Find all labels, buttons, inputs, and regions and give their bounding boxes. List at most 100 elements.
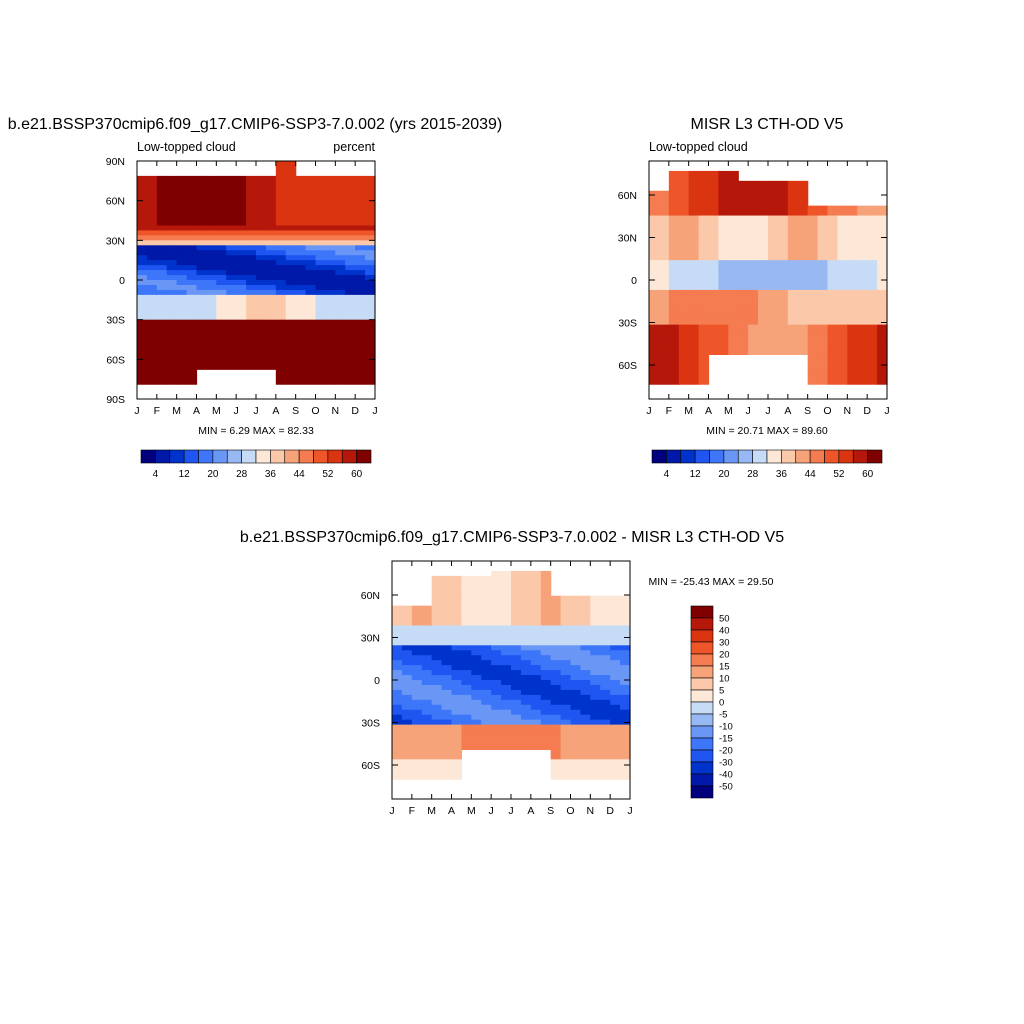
- field-cell: [146, 369, 158, 375]
- field-cell: [867, 299, 878, 306]
- field-cell: [325, 200, 336, 207]
- field-cell: [698, 250, 710, 256]
- field-cell: [226, 280, 237, 286]
- field-cell: [176, 314, 188, 321]
- colorbar-swatch: [690, 713, 714, 727]
- field-cell: [431, 645, 443, 651]
- field-cell: [355, 329, 366, 336]
- field-cell: [738, 200, 749, 207]
- field-cell: [738, 210, 749, 217]
- field-cell: [137, 195, 148, 202]
- field-cell: [137, 374, 148, 380]
- field-cell: [137, 190, 148, 197]
- field-cell: [570, 625, 582, 632]
- field-cell: [392, 759, 403, 765]
- field-cell: [295, 180, 307, 187]
- field-cell: [590, 704, 601, 711]
- field-cell: [295, 289, 307, 296]
- field-cell: [305, 190, 317, 197]
- field-cell: [511, 605, 522, 612]
- field-cell: [847, 265, 858, 271]
- field-cell: [748, 205, 759, 212]
- field-cell: [817, 369, 829, 375]
- field-cell: [590, 595, 601, 602]
- field-cell: [787, 250, 799, 256]
- field-cell: [441, 714, 453, 721]
- field-cell: [668, 294, 680, 301]
- field-cell: [176, 369, 188, 375]
- field-cell: [176, 195, 188, 202]
- field-cell: [216, 225, 227, 232]
- field-cell: [590, 630, 601, 636]
- field-cell: [392, 724, 403, 731]
- field-cell: [718, 215, 729, 222]
- field-cell: [411, 764, 423, 770]
- colorbar-label: 44: [805, 469, 817, 480]
- field-cell: [520, 595, 532, 602]
- field-cell: [777, 329, 789, 336]
- field-cell: [451, 585, 463, 592]
- field-cell: [451, 670, 463, 676]
- field-cell: [550, 689, 562, 696]
- field-cell: [137, 309, 148, 316]
- field-cell: [451, 769, 463, 775]
- field-cell: [748, 349, 759, 355]
- field-cell: [728, 170, 739, 177]
- field-cell: [748, 265, 759, 271]
- field-cell: [305, 304, 317, 311]
- field-cell: [688, 180, 700, 187]
- field-cell: [649, 294, 660, 301]
- field-cell: [511, 675, 522, 681]
- field-cell: [718, 314, 729, 321]
- field-cell: [688, 349, 700, 355]
- field-cell: [857, 319, 868, 326]
- colorbar-label: 36: [265, 469, 277, 480]
- field-cell: [216, 349, 227, 355]
- field-cell: [698, 170, 710, 177]
- field-cell: [246, 354, 257, 360]
- field-cell: [285, 190, 297, 197]
- field-cell: [570, 719, 582, 726]
- field-cell: [295, 260, 307, 266]
- field-cell: [620, 699, 631, 706]
- field-cell: [325, 230, 336, 236]
- field-cell: [688, 275, 700, 281]
- field-cell: [688, 260, 700, 266]
- field-cell: [718, 294, 729, 301]
- field-cell: [620, 689, 631, 696]
- field-cell: [275, 275, 287, 281]
- field-cell: [758, 210, 769, 217]
- field-cell: [315, 255, 327, 261]
- field-cell: [728, 175, 739, 182]
- field-cell: [867, 245, 878, 251]
- field-cell: [580, 630, 591, 636]
- field-cell: [501, 739, 512, 746]
- field-cell: [325, 339, 336, 346]
- field-cell: [295, 349, 307, 355]
- field-cell: [668, 200, 680, 207]
- stats-label: MIN = -25.43 MAX = 29.50: [649, 576, 774, 588]
- field-cell: [365, 294, 376, 301]
- field-cell: [325, 314, 336, 321]
- field-cell: [461, 739, 472, 746]
- field-cell: [827, 344, 839, 351]
- field-cell: [610, 605, 621, 612]
- field-cell: [658, 210, 670, 217]
- y-tick-label: 0: [374, 675, 380, 687]
- field-cell: [246, 245, 257, 251]
- field-cell: [658, 344, 670, 351]
- field-cell: [481, 655, 492, 661]
- field-cell: [137, 324, 148, 331]
- field-cell: [392, 774, 403, 780]
- field-cell: [748, 344, 759, 351]
- field-cell: [787, 299, 799, 306]
- field-cell: [166, 215, 178, 222]
- field-cell: [698, 324, 710, 331]
- field-cell: [441, 630, 453, 636]
- field-cell: [530, 580, 542, 587]
- field-cell: [461, 670, 472, 676]
- field-cell: [441, 699, 453, 706]
- field-cell: [355, 190, 366, 197]
- field-cell: [186, 284, 198, 291]
- field-cell: [520, 744, 532, 751]
